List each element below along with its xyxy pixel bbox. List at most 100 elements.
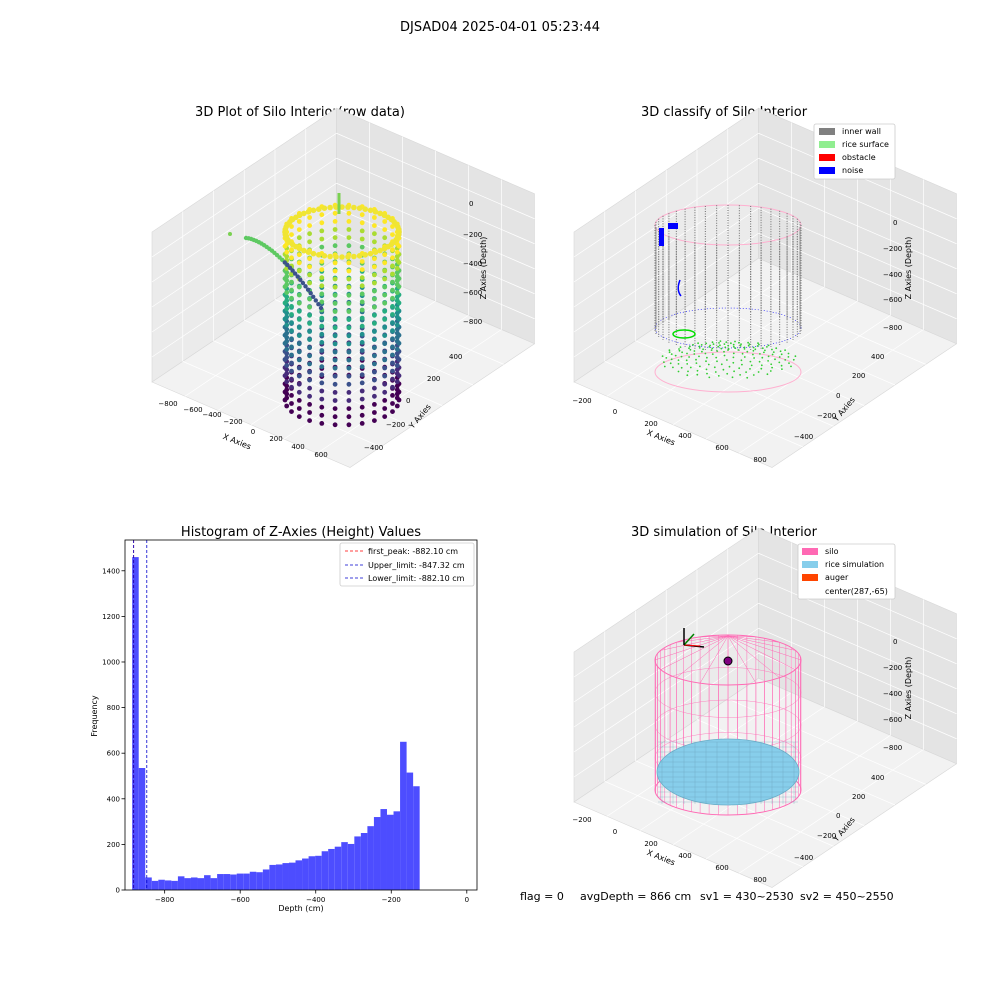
data-point: [372, 418, 377, 423]
data-point: [296, 333, 302, 338]
data-point: [289, 320, 294, 325]
data-point: [284, 387, 290, 393]
y-tick: −400: [364, 444, 383, 452]
data-point: [382, 276, 388, 282]
data-point: [372, 345, 377, 351]
data-point: [332, 317, 338, 322]
data-point: [290, 268, 295, 273]
y-tick: 0: [836, 812, 840, 820]
rice-surface-point: [766, 373, 769, 376]
center-marker: [723, 656, 733, 666]
data-point: [319, 228, 325, 234]
data-point: [359, 291, 365, 297]
rice-surface-point: [759, 353, 761, 355]
data-point: [367, 207, 374, 214]
data-point: [289, 384, 294, 390]
classify-3d-plot: 3D classify of Silo Interior −200 0 200 …: [572, 105, 958, 468]
y-tick: −200: [817, 412, 836, 420]
data-point: [289, 271, 294, 277]
data-point: [372, 377, 377, 383]
histogram-bar: [132, 557, 139, 890]
silo-roof-line: [676, 635, 729, 678]
legend-label: silo: [825, 547, 839, 556]
rice-surface-point: [725, 341, 728, 343]
data-point: [359, 372, 365, 378]
rice-surface-point: [663, 361, 665, 363]
data-point: [390, 279, 395, 285]
z-tick: −400: [883, 690, 902, 698]
data-point: [332, 243, 338, 249]
rice-surface-point: [743, 348, 746, 350]
data-point: [345, 254, 351, 260]
y-tick: 0: [836, 392, 840, 400]
rice-surface-point: [748, 343, 751, 345]
histogram-bar: [282, 863, 289, 890]
data-point: [296, 325, 302, 330]
rice-surface-point: [722, 368, 725, 371]
raw-data-3d-plot: 3D Plot of Silo Interior(row data) −800 …: [151, 105, 536, 468]
rice-surface-point: [733, 370, 735, 373]
data-point: [346, 227, 352, 232]
data-point: [332, 414, 338, 420]
data-point: [318, 305, 324, 311]
data-point: [319, 259, 325, 264]
rice-surface-point: [767, 344, 770, 347]
rice-surface-point: [761, 347, 764, 350]
rice-surface-point: [764, 349, 766, 352]
data-point: [394, 266, 400, 271]
data-point: [372, 264, 377, 270]
rice-surface-point: [689, 345, 691, 348]
simulation-plot-auger: [683, 628, 733, 666]
rice-surface-point: [780, 353, 783, 356]
legend-label: Upper_limit: -847.32 cm: [368, 561, 465, 570]
data-point: [372, 272, 377, 278]
rice-surface-point: [743, 356, 746, 358]
data-point: [394, 355, 400, 360]
figure-suptitle: DJSAD04 2025-04-01 05:23:44: [400, 20, 600, 35]
data-point: [289, 336, 294, 342]
data-point: [346, 276, 352, 282]
rice-surface-point: [706, 356, 708, 359]
rice-surface-point: [718, 342, 720, 344]
rice-surface-point: [663, 365, 666, 368]
rice-surface-point: [775, 347, 778, 350]
data-point: [287, 265, 293, 270]
rice-surface-point: [695, 362, 698, 364]
legend-label: obstacle: [842, 153, 876, 162]
data-point: [296, 260, 302, 266]
data-point: [339, 254, 345, 260]
rice-surface-point: [737, 349, 740, 351]
data-point: [284, 363, 290, 368]
histogram-bar: [204, 875, 211, 890]
data-point: [359, 259, 365, 264]
rice-surface-point: [741, 363, 743, 366]
data-point: [346, 235, 352, 241]
histogram-bar: [347, 843, 355, 890]
data-point: [359, 220, 365, 226]
histogram-bar: [164, 880, 172, 890]
silo-roof-line: [727, 635, 796, 670]
x-tick: −200: [572, 816, 591, 824]
raw-plot-xlabel: X Axies: [222, 432, 253, 451]
data-point: [367, 250, 374, 257]
data-point: [394, 298, 400, 304]
data-point: [296, 373, 302, 379]
data-point: [319, 356, 325, 361]
rice-surface-point: [698, 345, 701, 348]
rice-surface-point: [734, 347, 737, 350]
data-point: [284, 282, 290, 287]
data-point: [394, 257, 400, 263]
data-point: [332, 333, 338, 339]
data-point: [332, 406, 338, 411]
raw-plot-zlabel: Z Axies (Depth): [479, 237, 488, 300]
z-tick: −400: [883, 271, 902, 279]
histogram-y-axis: 0 200 400 600 800 1000 1200 1400: [102, 567, 125, 895]
data-point: [289, 312, 294, 317]
rice-surface-point: [714, 371, 717, 373]
data-point: [351, 253, 357, 260]
data-point: [390, 360, 395, 366]
data-point: [359, 340, 365, 345]
data-point: [332, 227, 338, 232]
data-point: [307, 377, 312, 383]
data-point: [382, 284, 388, 290]
